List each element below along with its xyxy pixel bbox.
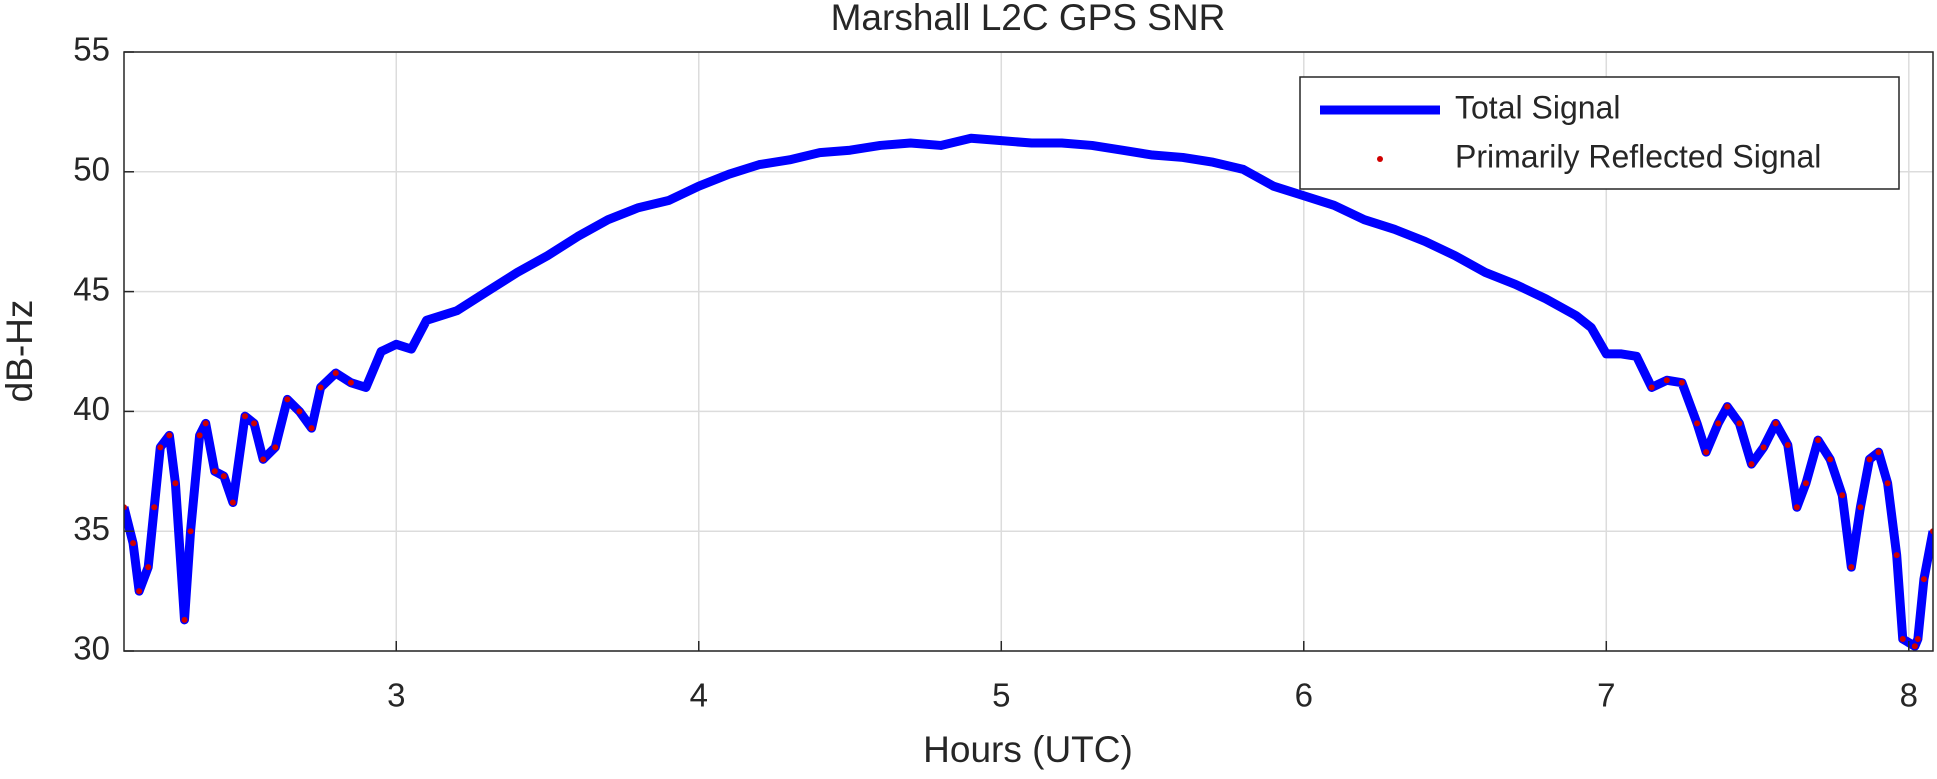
data-point [172,480,179,487]
x-axis-label: Hours (UTC) [923,729,1133,770]
y-tick-label: 45 [73,270,110,307]
data-point [332,370,339,377]
data-point [1784,441,1791,448]
x-tick-label: 8 [1900,677,1918,714]
data-point [1736,420,1743,427]
data-point [181,616,188,623]
data-point [1914,636,1921,643]
data-point [347,379,354,386]
data-point [1802,480,1809,487]
y-tick-label: 55 [73,31,110,68]
data-point [242,413,249,420]
data-point [151,504,158,511]
data-point [1866,456,1873,463]
legend: Total Signal Primarily Reflected Signal [1299,76,1900,190]
data-point [308,425,315,432]
data-point [251,420,258,427]
y-tick-label: 30 [73,630,110,667]
legend-label: Primarily Reflected Signal [1455,138,1821,174]
x-tick-label: 5 [992,677,1010,714]
data-point [1648,384,1655,391]
chart-title: Marshall L2C GPS SNR [831,0,1226,38]
data-point [1857,504,1864,511]
data-point [202,420,209,427]
y-tick-label: 40 [73,390,110,427]
data-point [1724,403,1731,410]
data-point [284,396,291,403]
data-point [272,444,279,451]
data-point [1827,456,1834,463]
data-point [1920,576,1927,583]
y-tick-label: 50 [73,151,110,188]
x-tick-label: 4 [690,677,708,714]
data-point [1839,492,1846,499]
data-point [1772,420,1779,427]
data-point [211,468,218,475]
data-point [196,432,203,439]
data-point [145,564,152,571]
data-point [1848,564,1855,571]
data-point [229,499,236,506]
data-point [1760,444,1767,451]
y-axis-label: dB-Hz [0,300,40,403]
data-point [1875,449,1882,456]
data-point [1884,480,1891,487]
data-line [124,133,1933,651]
data-point [157,444,164,451]
data-point [1893,552,1900,559]
y-tick-label: 35 [73,510,110,547]
x-tick-label: 6 [1295,677,1313,714]
x-tick-label: 3 [387,677,405,714]
data-point [1748,461,1755,468]
data-point [1899,636,1906,643]
data-point [166,432,173,439]
legend-box [1299,76,1900,190]
data-point [1911,643,1918,650]
legend-marker [1377,156,1383,162]
legend-label: Total Signal [1455,89,1620,125]
data-point [187,528,194,535]
data-point [220,473,227,480]
data-point [296,408,303,415]
marks [124,133,1933,651]
x-tick-label: 7 [1597,677,1615,714]
data-point [130,540,137,547]
axes-box [123,51,1934,652]
data-point [1678,379,1685,386]
data-point [136,588,143,595]
data-point [317,384,324,391]
data-point [1703,449,1710,456]
data-point [1715,420,1722,427]
data-point [260,456,267,463]
data-point [1694,420,1701,427]
data-point [1815,437,1822,444]
data-point [1663,377,1670,384]
data-point [1793,504,1800,511]
